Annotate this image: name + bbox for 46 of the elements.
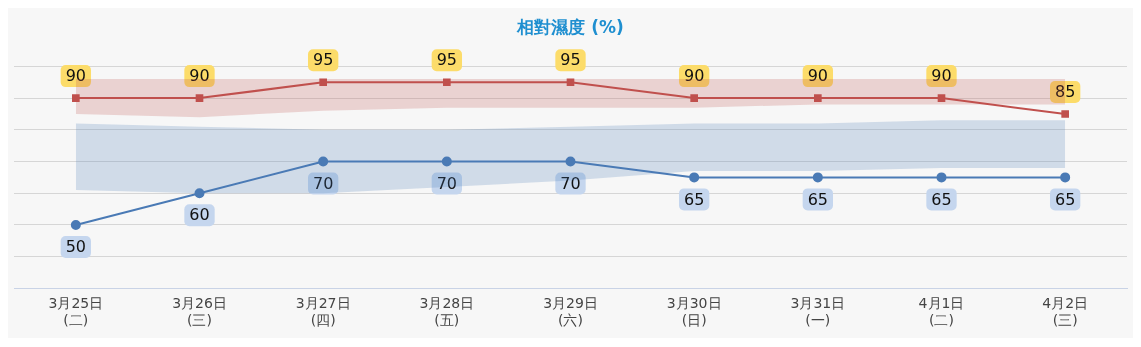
data-label: 70 (312, 173, 334, 193)
data-label: 65 (807, 189, 829, 209)
data-label: 85 (1054, 82, 1076, 102)
data-label: 65 (683, 189, 705, 209)
x-tick-label: 3月29日 (六) (543, 295, 598, 329)
point (565, 156, 576, 167)
x-tick-label: 3月30日 (日) (666, 295, 722, 329)
data-label: 95 (436, 50, 458, 70)
point (194, 188, 205, 199)
point (443, 78, 451, 87)
chart-title: 相對濕度 (%) (516, 16, 624, 37)
data-label: 90 (931, 66, 952, 86)
data-label: 70 (560, 173, 581, 193)
point (319, 78, 327, 87)
data-label: 95 (312, 50, 334, 70)
data-label: 90 (189, 66, 210, 86)
data-label: 65 (1054, 189, 1076, 209)
data-label: 90 (807, 66, 829, 86)
point (195, 94, 204, 102)
point (690, 94, 698, 102)
x-tick-label: 3月28日 (五) (419, 295, 475, 329)
point (812, 172, 823, 183)
x-tick-label: 4月2日 (三) (1042, 295, 1089, 329)
data-label: 50 (65, 237, 87, 257)
data-label: 95 (560, 50, 581, 70)
point (566, 78, 575, 87)
point (1060, 172, 1071, 183)
point (70, 219, 81, 230)
point (72, 94, 80, 102)
point (318, 156, 329, 167)
data-label: 65 (931, 189, 952, 209)
point (689, 172, 700, 183)
data-label: 70 (436, 173, 458, 193)
point (814, 94, 822, 102)
point (936, 172, 947, 183)
data-label: 90 (65, 66, 87, 86)
x-tick-label: 3月26日 (三) (172, 295, 227, 329)
point (937, 94, 946, 102)
data-label: 90 (683, 66, 705, 86)
x-tick-label: 3月31日 (一) (790, 295, 846, 329)
point (1061, 110, 1069, 118)
x-tick-label: 3月25日 (二) (48, 295, 104, 329)
x-tick-label: 4月1日 (二) (918, 295, 965, 329)
point (441, 156, 452, 167)
x-tick-label: 3月27日 (四) (295, 295, 351, 329)
data-label: 60 (189, 205, 210, 225)
